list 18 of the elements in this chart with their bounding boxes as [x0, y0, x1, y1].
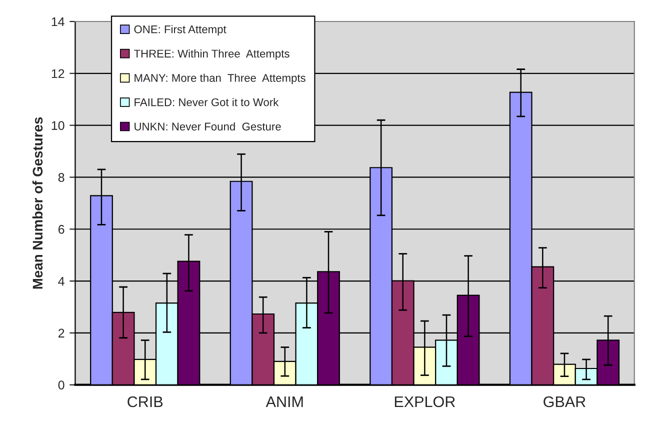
y-tick-label: 0 [58, 380, 64, 390]
y-axis-title: Mean Number of Gestures [32, 117, 43, 289]
y-tick-label: 10 [52, 121, 64, 130]
y-tick-label: 8 [58, 173, 64, 182]
legend-label: ONE: First Attempt [134, 25, 226, 36]
legend-label: UNKN: Never Found Gesture [134, 122, 281, 130]
legend-label: MANY: More than Three Attempts [134, 74, 306, 84]
y-tick-label: 2 [58, 328, 64, 338]
y-tick-label: 6 [58, 224, 64, 234]
x-tick-label: ANIM [266, 396, 303, 408]
x-tick-label: GBAR [544, 396, 586, 408]
x-tick-label: CRIB [128, 396, 163, 408]
y-tick-label: 14 [52, 17, 64, 26]
x-tick-label: EXPLOR [394, 396, 455, 408]
y-tick-label: 12 [52, 69, 64, 78]
legend-label: FAILED: Never Got it to Work [134, 98, 279, 106]
legend-label: THREE: Within Three Attempts [134, 49, 290, 60]
y-tick-label: 4 [58, 276, 64, 286]
